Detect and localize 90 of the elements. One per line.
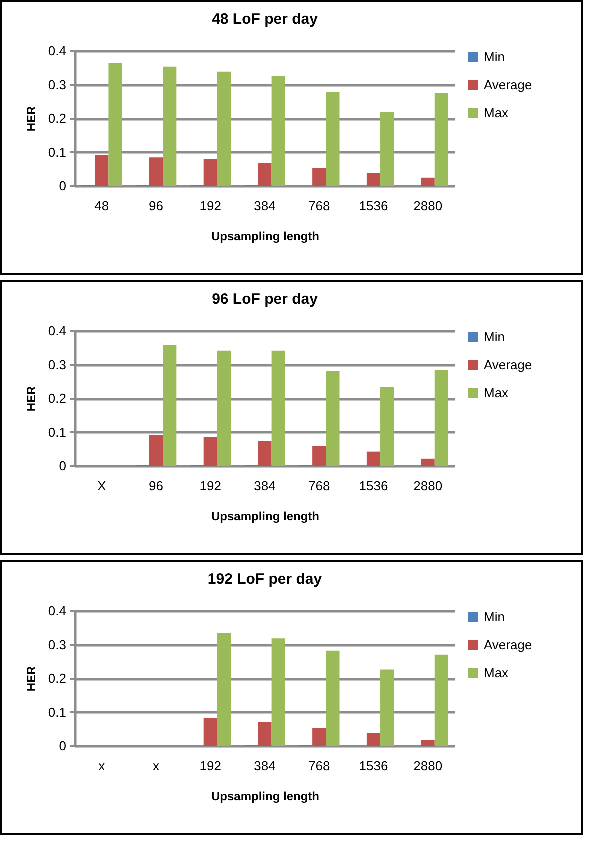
bar (272, 350, 286, 466)
x-tick-label: 192 (200, 478, 222, 494)
bar (366, 174, 381, 186)
bar (434, 370, 448, 466)
bar (326, 371, 340, 466)
bar (204, 436, 218, 466)
bar (95, 155, 109, 186)
bar (149, 158, 164, 186)
y-axis-title: HER (24, 666, 38, 692)
x-axis-title: Upsampling length (212, 510, 320, 524)
x-tick-label: 384 (254, 198, 276, 214)
legend-label: Average (484, 78, 532, 92)
bar (204, 718, 218, 746)
bar (272, 638, 286, 746)
y-tick-label: 0.2 (48, 111, 66, 126)
chart-title: 192 LoF per day (208, 571, 323, 588)
y-tick-label: 0.1 (48, 424, 66, 440)
bar (217, 350, 232, 466)
x-tick-label: 768 (308, 478, 330, 494)
y-tick-label: 0.1 (48, 144, 66, 160)
bar (312, 728, 326, 746)
bar (108, 63, 122, 186)
legend-label: Average (484, 358, 532, 372)
bar (258, 441, 272, 466)
x-tick-label: 384 (254, 478, 276, 494)
x-tick-label: x (153, 758, 160, 774)
y-axis-title: HER (24, 386, 38, 412)
bar (421, 458, 435, 466)
x-tick-label: X (98, 478, 107, 494)
bar (163, 345, 177, 466)
y-tick-label: 0 (59, 178, 66, 194)
x-tick-label: 2880 (414, 198, 443, 214)
y-tick-label: 0.3 (48, 77, 66, 92)
bar (217, 632, 232, 746)
x-tick-label: 96 (149, 198, 164, 214)
y-axis-title: HER (24, 106, 38, 132)
bar (149, 435, 164, 466)
x-tick-label: 96 (149, 478, 164, 494)
bar (217, 72, 232, 186)
bar (421, 740, 435, 746)
legend-label: Max (484, 386, 510, 400)
legend-label: Average (484, 638, 532, 652)
bar (204, 159, 218, 186)
y-tick-label: 0.3 (48, 357, 66, 372)
legend-label: Max (484, 106, 510, 120)
y-tick-label: 0 (59, 738, 66, 754)
x-tick-label: 768 (308, 198, 330, 214)
bar (163, 66, 177, 186)
y-tick-label: 0.2 (48, 391, 66, 406)
x-tick-label: 2880 (414, 478, 443, 494)
bar (366, 452, 381, 466)
x-tick-label: 192 (200, 758, 222, 774)
legend-label: Max (484, 666, 510, 680)
bar (434, 654, 448, 746)
y-tick-label: 0 (59, 458, 66, 474)
x-tick-label: 192 (200, 198, 222, 214)
bar (380, 670, 394, 746)
x-tick-label: 48 (94, 198, 110, 214)
x-tick-label: x (98, 758, 106, 774)
bar (272, 76, 286, 186)
chart-title: 96 LoF per day (212, 291, 319, 308)
x-tick-label: 768 (308, 758, 330, 774)
bar (326, 92, 340, 186)
bar (380, 112, 394, 186)
y-tick-label: 0.2 (48, 671, 66, 686)
y-tick-label: 0.1 (48, 704, 66, 720)
bar (312, 446, 326, 466)
bar (258, 722, 272, 746)
chart-title: 48 LoF per day (212, 11, 319, 28)
bar (434, 94, 448, 186)
legend-label: Min (484, 610, 505, 624)
x-axis-title: Upsampling length (212, 230, 320, 244)
legend-label: Min (484, 50, 505, 64)
y-tick-label: 0.3 (48, 637, 66, 652)
x-tick-label: 1536 (359, 198, 388, 214)
bar (326, 650, 340, 746)
bar (380, 387, 394, 466)
x-tick-label: 1536 (359, 478, 388, 494)
bar (258, 163, 272, 186)
x-tick-label: 2880 (414, 758, 443, 774)
x-axis-title: Upsampling length (212, 790, 320, 804)
x-tick-label: 1536 (359, 758, 388, 774)
x-tick-label: 384 (254, 758, 276, 774)
bar (312, 168, 326, 186)
y-tick-label: 0.4 (48, 44, 66, 58)
bar (366, 734, 381, 746)
bar (421, 178, 435, 186)
legend-label: Min (484, 330, 505, 344)
y-tick-label: 0.4 (48, 324, 66, 338)
y-tick-label: 0.4 (48, 604, 66, 618)
